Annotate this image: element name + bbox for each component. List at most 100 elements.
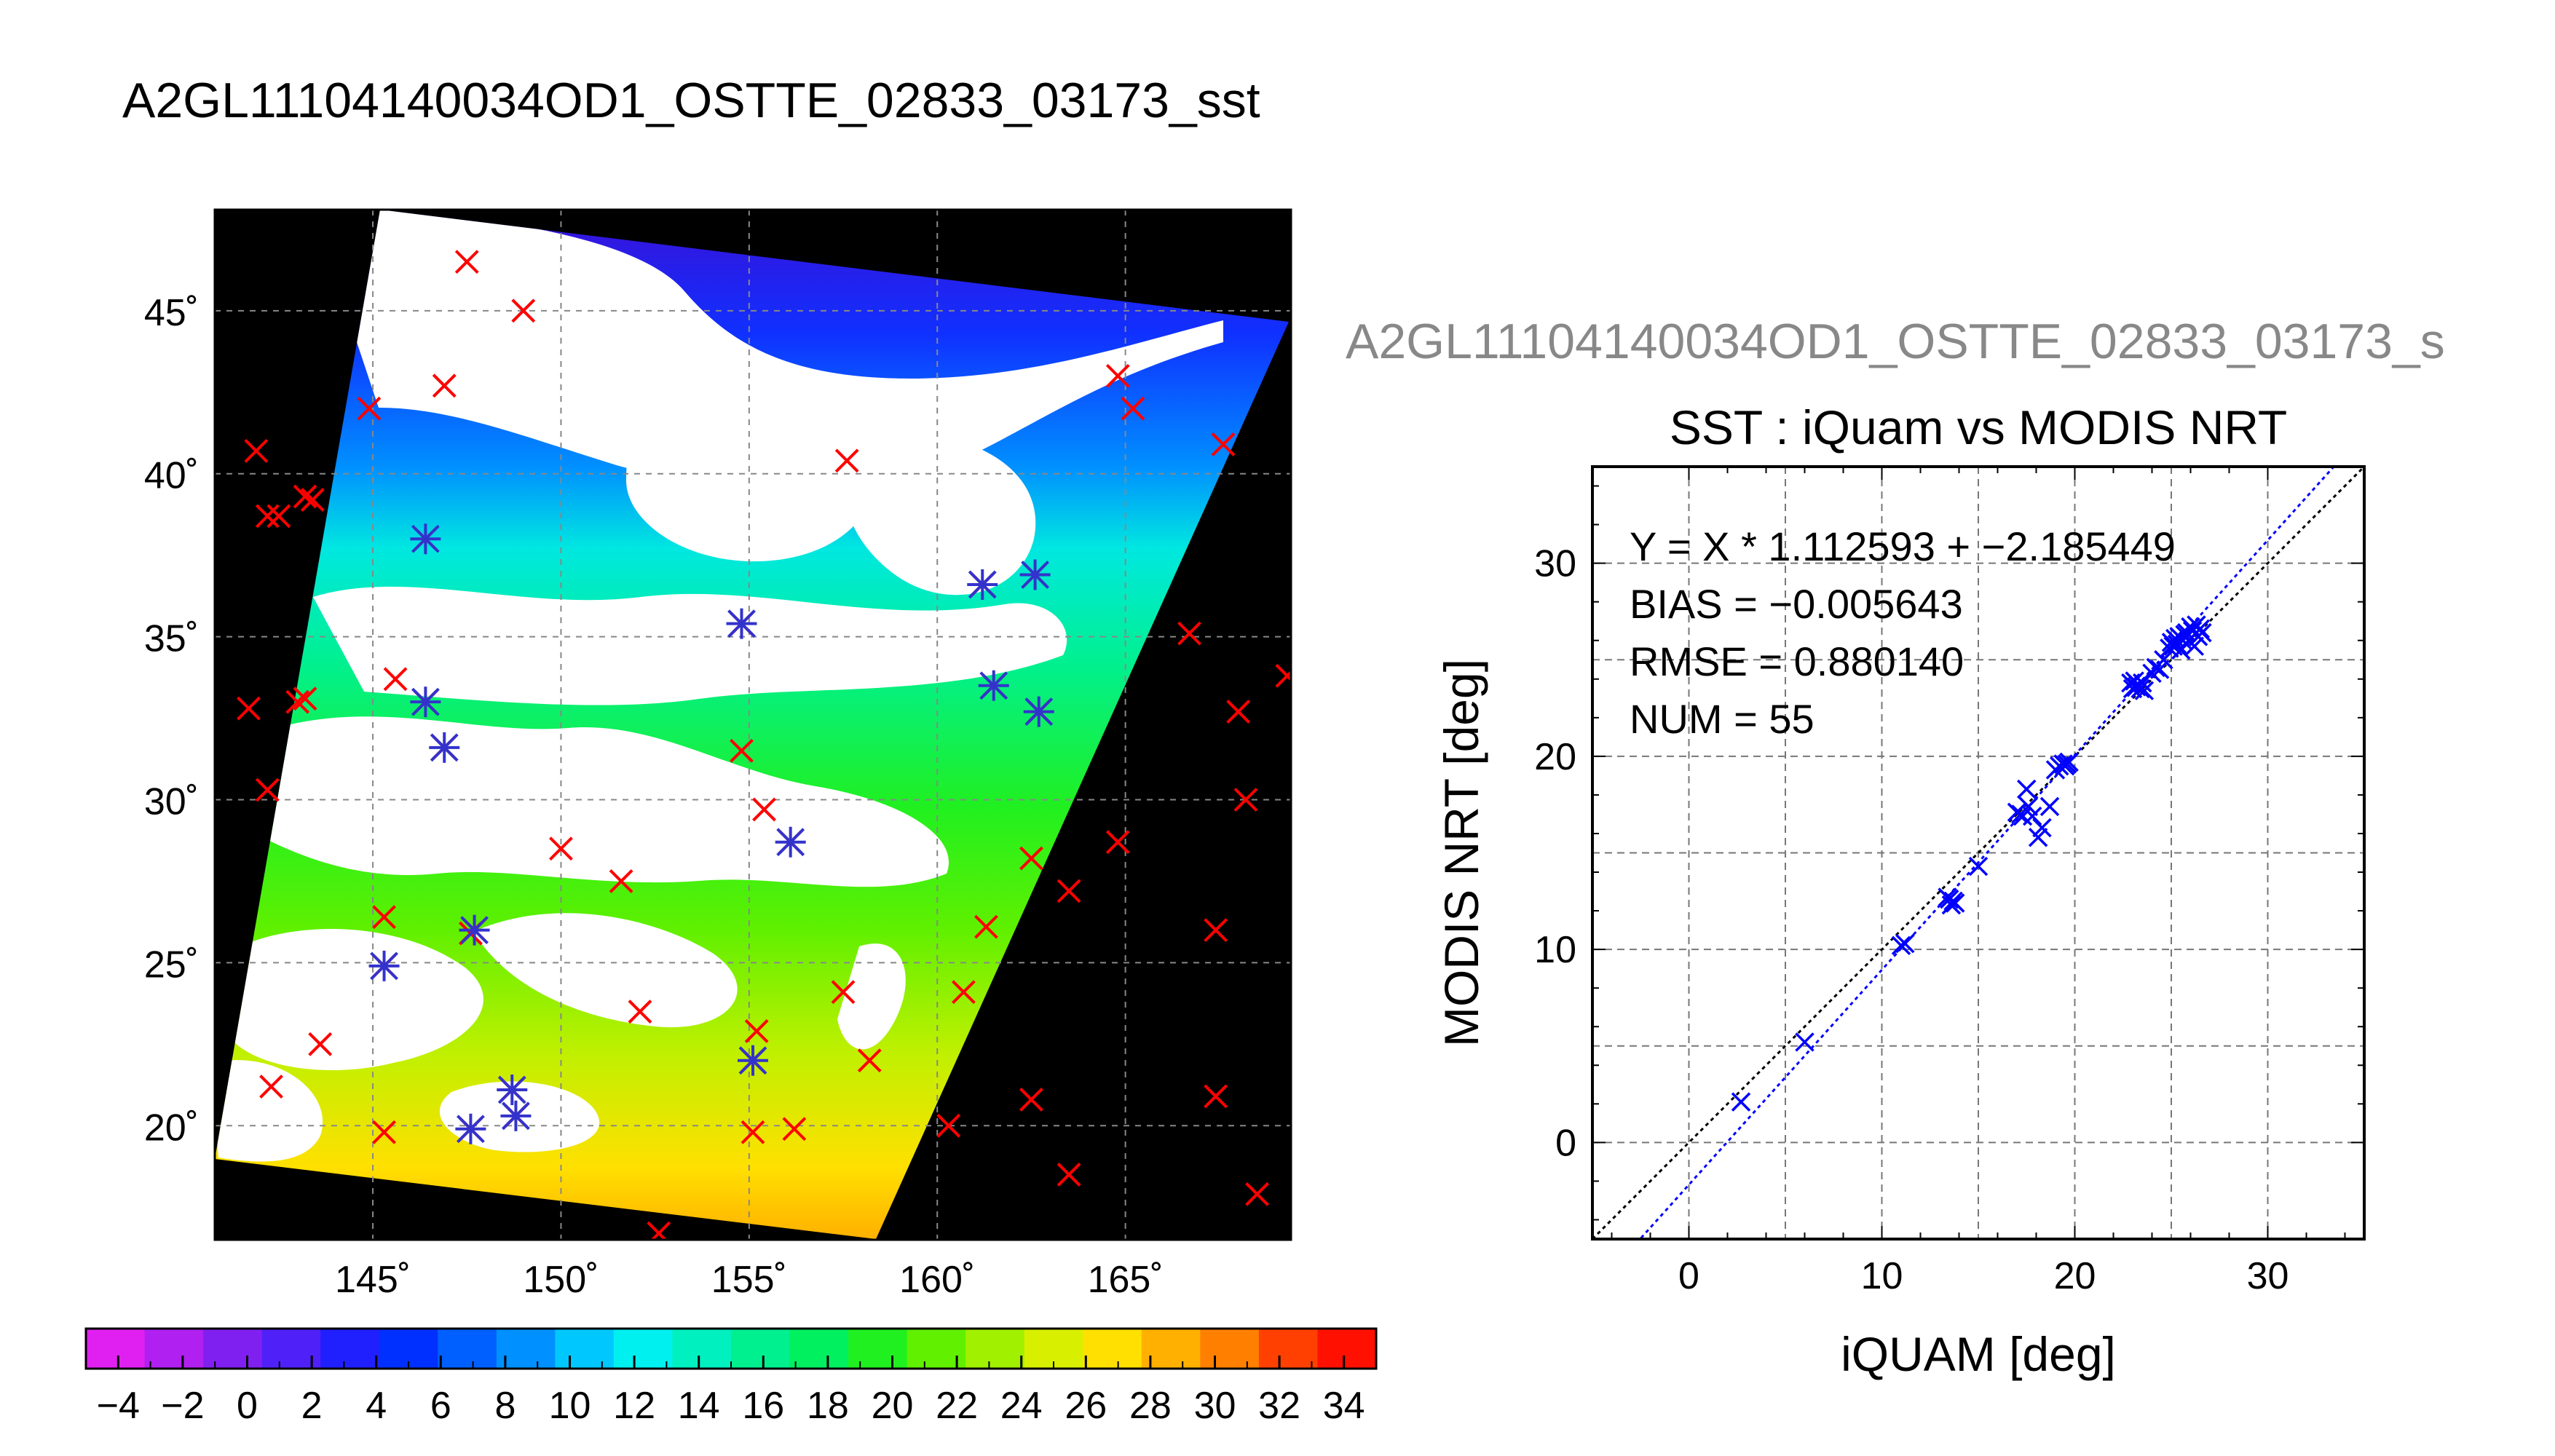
colorbar-tick-label: 32: [1258, 1385, 1300, 1427]
map-marker-red: [372, 1120, 396, 1144]
scatter-point: [2059, 752, 2079, 772]
sst-map-panel: 20˚ 25˚ 30˚ 35˚ 40˚ 45˚ 145˚ 150˚ 155˚ 160˚ 165˚: [144, 208, 1292, 1301]
scatter-grid: [1592, 467, 2364, 1239]
colorbar-tick-label: 24: [1000, 1385, 1043, 1427]
scatter-point: [2122, 678, 2143, 699]
map-marker-red-stroke: [1057, 1163, 1081, 1187]
map-marker-red-stroke: [831, 980, 856, 1005]
scatter-point: [1945, 893, 1965, 913]
map-marker-red-stroke: [357, 396, 382, 421]
scatter-point: [2007, 802, 2027, 823]
map-marker-red: [1105, 363, 1130, 388]
colorbar-segment: [731, 1329, 791, 1369]
map-marker-red: [511, 298, 536, 323]
map-marker-red: [857, 1048, 882, 1073]
scatter-point-stroke: [1895, 933, 1915, 954]
map-marker-blue: [497, 1075, 528, 1106]
scatter-point-stroke: [1795, 1032, 1814, 1052]
x-tick-label: 30: [2247, 1255, 2289, 1297]
stats-annotation: NUM = 55: [1630, 696, 1814, 742]
latitude-tick-label: 20˚: [144, 1107, 199, 1149]
map-marker-red: [1019, 846, 1043, 871]
latitude-tick-label: 40˚: [144, 455, 199, 497]
x-tick-label: 20: [2054, 1255, 2096, 1297]
scatter-point-stroke: [2017, 779, 2037, 799]
x-axis-label: iQUAM [deg]: [1841, 1327, 2116, 1381]
longitude-tick-labels: 145˚ 150˚ 155˚ 160˚ 165˚: [335, 1259, 1164, 1301]
map-marker-red-stroke: [1233, 788, 1258, 812]
y-tick-label: 20: [1534, 736, 1576, 778]
map-marker-red: [255, 778, 280, 802]
map-marker-red-stroke: [237, 696, 261, 721]
longitude-tick-label: 145˚: [335, 1259, 411, 1301]
map-marker-red-stroke: [628, 1000, 652, 1024]
map-marker-red: [285, 689, 310, 714]
map-marker-blue: [410, 523, 441, 555]
scatter-point-stroke: [2134, 681, 2155, 700]
colorbar-segment: [203, 1329, 263, 1369]
map-marker-red: [741, 1120, 765, 1144]
map-marker-red-stroke: [1019, 846, 1043, 871]
map-marker-blue: [455, 1113, 486, 1144]
map-marker-red: [951, 980, 976, 1005]
map-marker-red-stroke: [255, 778, 280, 802]
map-marker-red: [936, 1113, 961, 1138]
scatter-point-stroke: [1938, 887, 1957, 907]
scatter-point: [2018, 796, 2039, 817]
colorbar-tick-label: 12: [613, 1385, 655, 1427]
colorbar-tick-label: 26: [1065, 1385, 1107, 1427]
scatter-point-stroke: [2167, 634, 2187, 654]
map-marker-red-stroke: [650, 1221, 671, 1240]
map-marker-red: [259, 1075, 283, 1099]
map-marker-red-stroke: [744, 1019, 769, 1043]
scatter-point: [2131, 678, 2150, 699]
colorbar-tick-label: 6: [430, 1385, 451, 1427]
map-marker-red: [628, 1000, 652, 1024]
colorbar-segment: [320, 1329, 380, 1369]
map-marker-red-stroke: [730, 738, 754, 763]
scatter-point: [2167, 634, 2187, 654]
map-marker-red-stroke: [1275, 670, 1291, 688]
scatter-point: [1938, 887, 1957, 907]
map-marker-red-stroke: [266, 504, 291, 529]
regression-line: [1638, 467, 2336, 1239]
map-marker-red: [300, 488, 325, 512]
map-marker-red-stroke: [1211, 432, 1236, 456]
longitude-tick-label: 150˚: [523, 1259, 599, 1301]
colorbar-segment: [848, 1329, 908, 1369]
scatter-point: [2022, 806, 2042, 826]
map-marker-red: [1177, 621, 1201, 646]
map-marker-red: [1204, 1084, 1228, 1109]
map-marker-red-stroke: [782, 1117, 807, 1142]
map-marker-red-stroke: [372, 905, 396, 930]
y-tick-label: 10: [1534, 929, 1576, 971]
map-marker-blue: [500, 1100, 532, 1131]
map-marker-red-stroke: [857, 1048, 882, 1073]
map-marker-blue: [738, 1045, 768, 1076]
colorbar-tick-label: 2: [301, 1385, 323, 1427]
scatter-point-stroke: [1945, 893, 1965, 913]
colorbar-tick-label: −4: [97, 1385, 140, 1427]
scatter-point-stroke: [1731, 1092, 1751, 1112]
scatter-point: [2154, 650, 2173, 670]
x-tick-label: 0: [1678, 1255, 1699, 1297]
stats-annotation: RMSE = 0.880140: [1630, 638, 1964, 684]
map-marker-red: [1245, 1182, 1269, 1206]
scatter-frame: [1591, 465, 2366, 1241]
colorbar-segment: [555, 1329, 615, 1369]
map-marker-red: [1057, 1163, 1081, 1187]
map-marker-blue: [410, 687, 441, 718]
map-marker-red: [1019, 1088, 1043, 1112]
scatter-point: [2142, 663, 2162, 684]
latitude-tick-label: 30˚: [144, 780, 199, 823]
map-marker-blue: [1019, 559, 1051, 590]
scatter-point-stroke: [2007, 802, 2027, 823]
scatter-point-stroke: [2032, 818, 2052, 838]
scatter-point-stroke: [1891, 935, 1911, 956]
map-marker-red: [1211, 432, 1236, 456]
scatter-plot: 0 10 20 30 0 10 20 30 iQUAM [deg] MODIS NRT [deg]…: [1434, 465, 2366, 1381]
scatter-point: [2190, 619, 2210, 639]
map-marker-blue: [978, 670, 1009, 701]
map-marker-red-stroke: [1105, 830, 1130, 855]
